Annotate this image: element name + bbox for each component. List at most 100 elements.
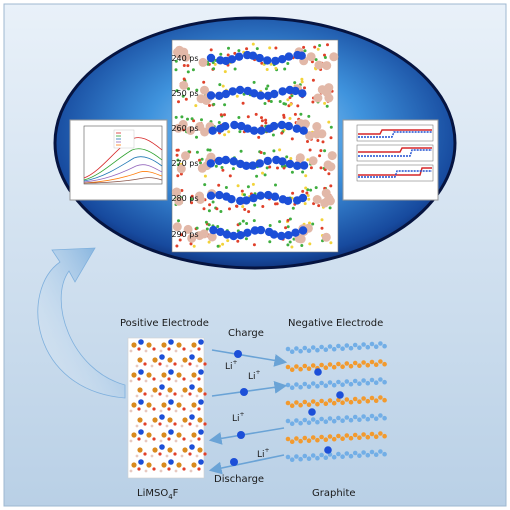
lithium-atom [293, 161, 302, 170]
carbon-atom [352, 450, 358, 456]
carbon-atom [327, 380, 333, 385]
lithium-atom [242, 161, 251, 170]
fluorine-atom [135, 394, 139, 398]
lithium-atom [168, 369, 174, 375]
oxygen-atom [152, 467, 156, 471]
metal-atom [187, 233, 197, 243]
carbon-atom [331, 400, 337, 406]
transition-metal-atom [137, 417, 143, 423]
li-text: Li [257, 450, 265, 460]
carbon-atom [302, 453, 308, 459]
small-atom [200, 157, 204, 161]
small-atom [254, 112, 258, 116]
small-atom [194, 104, 198, 108]
transition-metal-atom [152, 357, 158, 363]
transition-metal-atom [197, 447, 203, 453]
cathode-formula-end: F [172, 488, 179, 499]
lithium-atom [284, 52, 294, 61]
lithium-atom [298, 193, 308, 203]
carbon-atom [285, 400, 291, 406]
fluorine-atom [189, 409, 193, 413]
carbon-atom [302, 345, 308, 351]
small-atom [226, 239, 230, 243]
carbon-atom [357, 363, 362, 369]
transition-metal-atom [191, 372, 197, 378]
carbon-atom [340, 418, 345, 424]
fluorine-atom [189, 379, 193, 383]
carbon-atom [331, 364, 337, 370]
carbon-atom [306, 384, 312, 390]
small-atom [286, 243, 290, 247]
small-atom [175, 89, 179, 93]
fluorine-atom [144, 409, 148, 413]
fluorine-atom [135, 454, 139, 458]
carbon-atom [378, 449, 383, 454]
metal-atom [312, 122, 322, 131]
carbon-atom [344, 361, 350, 366]
small-atom [191, 68, 195, 72]
small-atom [233, 67, 237, 71]
small-atom [176, 148, 180, 152]
small-atom [199, 161, 202, 165]
transition-metal-atom [167, 447, 173, 453]
lithium-atom [234, 52, 244, 61]
lithium-atom [208, 126, 217, 135]
small-atom [278, 148, 282, 152]
lithium-atom [269, 121, 279, 131]
small-atom [323, 53, 326, 57]
metal-atom [206, 152, 216, 162]
lithium-atom [221, 155, 230, 165]
carbon-atom [306, 420, 312, 426]
lithium-atom [291, 228, 300, 237]
carbon-atom [357, 435, 362, 441]
li-ion-label-2: Li + [248, 369, 261, 382]
carbon-atom [344, 397, 350, 402]
li-ion-label-1: Li + [225, 359, 238, 372]
carbon-atom [382, 433, 387, 439]
carbon-atom [315, 383, 320, 389]
small-atom [253, 203, 257, 207]
small-atom [252, 243, 256, 247]
small-atom [233, 51, 237, 55]
carbon-atom [373, 416, 379, 422]
oxygen-atom [188, 422, 192, 426]
carbon-atom [378, 431, 383, 436]
carbon-atom [302, 399, 308, 405]
small-atom [251, 42, 255, 46]
carbon-atom [361, 342, 366, 347]
oxygen-atom [173, 392, 177, 396]
small-atom [203, 183, 207, 187]
carbon-atom [294, 364, 299, 369]
lithium-atom [285, 159, 295, 169]
carbon-atom [365, 434, 371, 440]
small-atom [214, 164, 218, 168]
small-atom [217, 183, 221, 187]
metal-atom [312, 195, 322, 204]
small-atom [181, 94, 185, 98]
lithium-atom [257, 126, 266, 135]
carbon-atom [365, 362, 371, 368]
carbon-atom [331, 346, 337, 352]
small-atom [216, 225, 220, 228]
oxygen-atom [167, 347, 171, 351]
carbon-atom [298, 348, 303, 354]
transition-metal-atom [191, 402, 197, 408]
small-atom [198, 158, 201, 162]
metal-atom [296, 234, 306, 244]
carbon-atom [319, 398, 324, 404]
small-atom [309, 188, 313, 192]
small-atom [286, 98, 290, 102]
small-atom [269, 100, 273, 103]
li-ion-label-4: Li + [257, 447, 270, 460]
small-atom [284, 226, 288, 230]
small-atom [255, 174, 259, 178]
carbon-atom [294, 382, 299, 387]
transition-metal-atom [161, 342, 167, 348]
oxygen-atom [173, 452, 177, 456]
oxygen-atom [203, 422, 207, 426]
metal-atom [322, 61, 332, 71]
small-atom [311, 100, 315, 104]
intercalated-lithium [308, 408, 316, 416]
lithium-atom [264, 190, 273, 200]
